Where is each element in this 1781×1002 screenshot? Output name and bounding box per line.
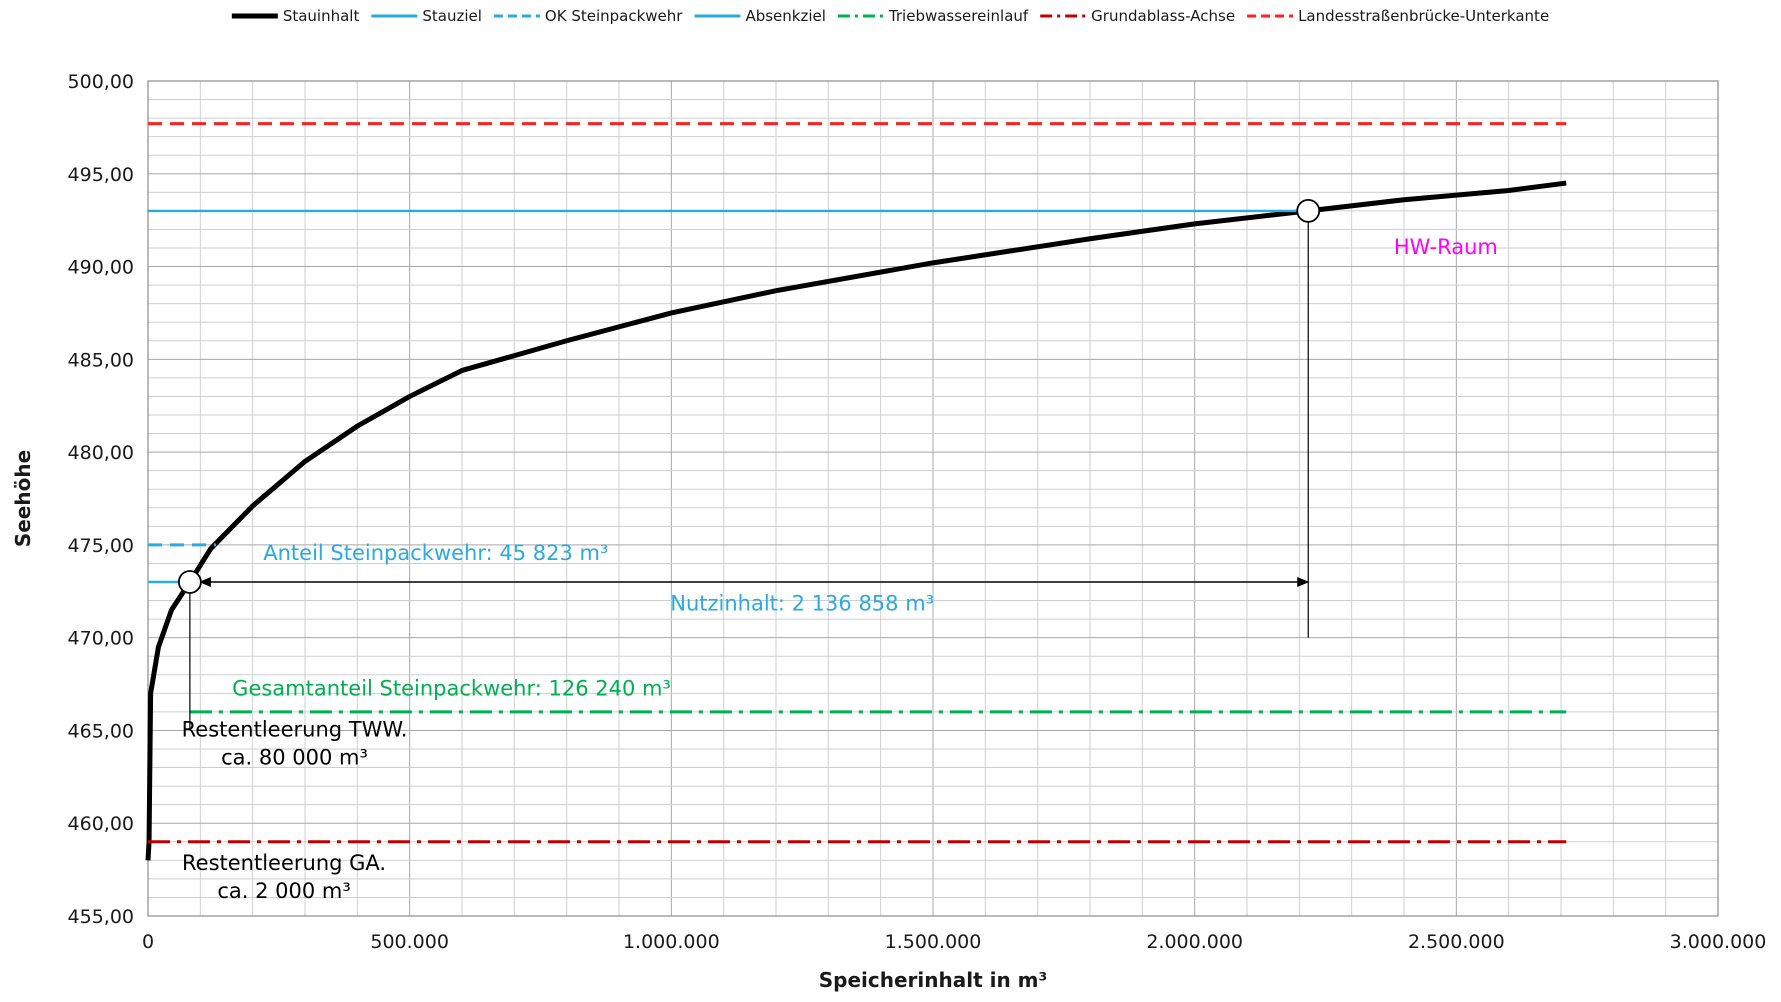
annotation-label-3: Gesamtanteil Steinpackwehr: 126 240 m³ bbox=[232, 677, 671, 701]
annotation-label-2: Nutzinhalt: 2 136 858 m³ bbox=[670, 591, 934, 615]
annotation-label-7: ca. 2 000 m³ bbox=[217, 879, 350, 903]
annotation-label-0: HW-Raum bbox=[1394, 235, 1498, 259]
legend-label-landesstra-enbr-cke-unterkante: Landesstraßenbrücke-Unterkante bbox=[1298, 7, 1549, 25]
x-axis-title: Speicherinhalt in m³ bbox=[819, 968, 1048, 992]
x-tick-label: 500.000 bbox=[370, 931, 449, 953]
x-tick-label: 1.000.000 bbox=[623, 931, 720, 953]
series-stauinhalt bbox=[145, 180, 1567, 861]
plot-border bbox=[147, 80, 1719, 917]
legend-label-stauinhalt: Stauinhalt bbox=[283, 7, 360, 25]
x-tick-label: 2.500.000 bbox=[1408, 931, 1505, 953]
guide-lines bbox=[177, 198, 1321, 731]
y-tick-label: 475,00 bbox=[68, 535, 134, 557]
legend-label-triebwassereinlauf: Triebwassereinlauf bbox=[888, 7, 1029, 25]
y-tick-label: 460,00 bbox=[68, 813, 134, 835]
x-tick-label: 3.000.000 bbox=[1670, 931, 1767, 953]
annotations: HW-Raum Anteil Steinpackwehr: 45 823 m³ Nu… bbox=[182, 235, 1498, 903]
plot-frame bbox=[147, 80, 1719, 917]
marker-circle bbox=[177, 570, 202, 594]
annotation-label-4: Restentleerung TWW. bbox=[182, 717, 408, 741]
annotation-label-1: Anteil Steinpackwehr: 45 823 m³ bbox=[263, 541, 608, 565]
x-tick-label: 2.000.000 bbox=[1146, 931, 1243, 953]
series-layer bbox=[145, 122, 1567, 861]
y-axis-title: Seehöhe bbox=[11, 450, 35, 547]
legend-label-absenkziel: Absenkziel bbox=[745, 7, 825, 25]
legend: Stauinhalt Stauziel OK Steinpackwehr Absenk… bbox=[231, 7, 1549, 25]
annotation-label-5: ca. 80 000 m³ bbox=[221, 745, 368, 769]
y-tick-label: 485,00 bbox=[68, 349, 134, 371]
y-tick-label: 455,00 bbox=[68, 906, 134, 928]
axes: 0 500.000 1.000.000 1.500.000 2.000.000 2.500… bbox=[11, 71, 1766, 992]
marker-circle bbox=[1296, 198, 1321, 223]
y-tick-label: 490,00 bbox=[68, 257, 134, 279]
y-tick-label: 470,00 bbox=[68, 628, 134, 650]
legend-label-stauziel: Stauziel bbox=[422, 7, 482, 25]
grid bbox=[147, 80, 1719, 917]
x-tick-label: 0 bbox=[142, 931, 154, 953]
y-tick-label: 495,00 bbox=[68, 164, 134, 186]
y-tick-label: 480,00 bbox=[68, 442, 134, 464]
legend-label-ok-steinpackwehr: OK Steinpackwehr bbox=[545, 7, 683, 25]
annotation-label-6: Restentleerung GA. bbox=[182, 851, 386, 875]
y-tick-label: 500,00 bbox=[68, 71, 134, 93]
x-tick-label: 1.500.000 bbox=[885, 931, 982, 953]
legend-label-grundablass-achse: Grundablass-Achse bbox=[1091, 7, 1235, 25]
y-tick-label: 465,00 bbox=[68, 720, 134, 742]
